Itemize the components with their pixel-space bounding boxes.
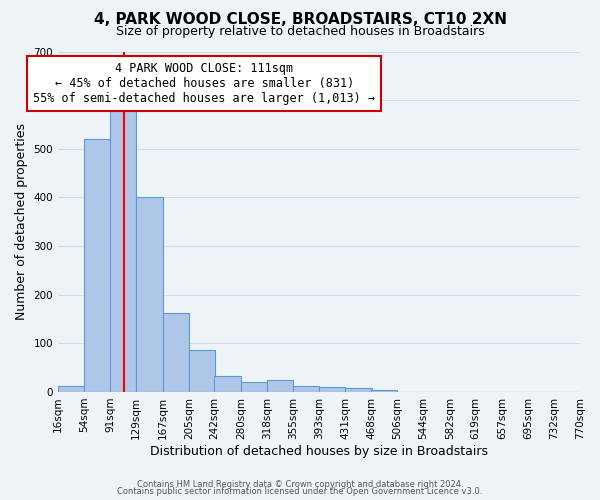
Bar bbox=[163, 312, 189, 392]
Bar bbox=[136, 198, 163, 392]
Text: Size of property relative to detached houses in Broadstairs: Size of property relative to detached ho… bbox=[116, 25, 484, 38]
Bar bbox=[85, 138, 110, 392]
Bar bbox=[319, 386, 346, 392]
Bar bbox=[189, 350, 215, 392]
Bar bbox=[267, 380, 293, 392]
Bar bbox=[293, 386, 319, 392]
Bar bbox=[241, 382, 267, 392]
Text: 4 PARK WOOD CLOSE: 111sqm
← 45% of detached houses are smaller (831)
55% of semi: 4 PARK WOOD CLOSE: 111sqm ← 45% of detac… bbox=[33, 62, 375, 104]
Text: 4, PARK WOOD CLOSE, BROADSTAIRS, CT10 2XN: 4, PARK WOOD CLOSE, BROADSTAIRS, CT10 2X… bbox=[94, 12, 506, 28]
Bar bbox=[371, 390, 397, 392]
Bar bbox=[110, 110, 136, 392]
Text: Contains public sector information licensed under the Open Government Licence v3: Contains public sector information licen… bbox=[118, 487, 482, 496]
X-axis label: Distribution of detached houses by size in Broadstairs: Distribution of detached houses by size … bbox=[150, 444, 488, 458]
Bar bbox=[214, 376, 241, 392]
Text: Contains HM Land Registry data © Crown copyright and database right 2024.: Contains HM Land Registry data © Crown c… bbox=[137, 480, 463, 489]
Bar bbox=[346, 388, 371, 392]
Y-axis label: Number of detached properties: Number of detached properties bbox=[15, 123, 28, 320]
Bar bbox=[58, 386, 85, 392]
